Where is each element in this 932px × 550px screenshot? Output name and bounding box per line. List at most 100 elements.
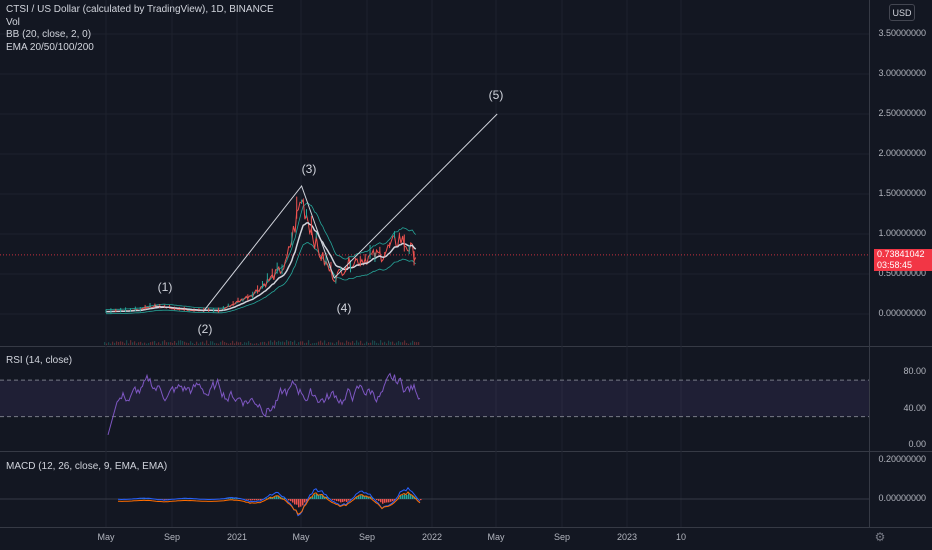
volume-bar bbox=[320, 340, 322, 345]
volume-bar bbox=[318, 341, 320, 345]
gear-icon[interactable]: ⚙ bbox=[874, 530, 886, 544]
macd-histogram-bar bbox=[364, 496, 366, 499]
volume-bar bbox=[212, 341, 214, 345]
volume-bar bbox=[226, 342, 228, 345]
macd-histogram-bar bbox=[322, 494, 324, 499]
volume-bar bbox=[110, 343, 112, 345]
volume-bar bbox=[364, 343, 366, 345]
volume-bar bbox=[112, 341, 114, 345]
volume-bar bbox=[408, 343, 410, 345]
macd-histogram-bar bbox=[302, 499, 304, 506]
volume-bar bbox=[208, 343, 210, 345]
volume-bar bbox=[180, 340, 182, 345]
macd-axis[interactable]: 0.20000000 0.00000000 bbox=[870, 452, 932, 527]
macd-histogram-bar bbox=[230, 498, 232, 499]
volume-bar bbox=[312, 343, 314, 345]
volume-bar bbox=[262, 341, 264, 345]
volume-bar bbox=[332, 342, 334, 345]
volume-bar bbox=[220, 341, 222, 345]
macd-histogram-bar bbox=[378, 499, 380, 501]
rsi-axis[interactable]: 80.00 40.00 0.00 bbox=[870, 347, 932, 451]
macd-histogram-bar bbox=[406, 494, 408, 499]
volume-bar bbox=[228, 343, 230, 345]
last-price-value: 0.73841042 bbox=[877, 249, 925, 259]
macd-histogram-bar bbox=[340, 499, 342, 503]
volume-bar bbox=[410, 342, 412, 345]
volume-bar bbox=[218, 343, 220, 345]
volume-bar bbox=[302, 341, 304, 345]
axis-separator bbox=[869, 0, 870, 527]
volume-bar bbox=[136, 343, 138, 345]
macd-histogram-bar bbox=[258, 499, 260, 500]
rsi-indicator-label[interactable]: RSI (14, close) bbox=[6, 355, 73, 366]
macd-histogram-bar bbox=[164, 499, 166, 500]
volume-bar bbox=[132, 342, 134, 345]
wave-label-1[interactable]: (1) bbox=[157, 280, 173, 294]
time-tick: Sep bbox=[358, 532, 376, 542]
bb-lower-line bbox=[106, 242, 416, 315]
macd-histogram-bar bbox=[392, 499, 394, 502]
volume-bar bbox=[406, 343, 408, 345]
macd-histogram-bar bbox=[376, 499, 378, 501]
volume-bar bbox=[372, 340, 374, 345]
macd-histogram-bar bbox=[336, 499, 338, 502]
volume-bar bbox=[384, 341, 386, 345]
last-price-badge: 0.73841042 03:58:45 bbox=[874, 249, 932, 271]
macd-histogram-bar bbox=[408, 493, 410, 499]
rsi-legend: RSI (14, close) bbox=[6, 355, 72, 368]
wave-label-5[interactable]: (5) bbox=[488, 88, 504, 102]
volume-bar bbox=[230, 343, 232, 345]
volume-bar bbox=[188, 343, 190, 345]
volume-bar bbox=[278, 340, 280, 345]
pane-separator-rsi[interactable] bbox=[0, 346, 932, 347]
macd-histogram-bar bbox=[298, 499, 300, 508]
volume-bar bbox=[198, 343, 200, 345]
macd-legend: MACD (12, 26, close, 9, EMA, EMA) bbox=[6, 461, 167, 474]
currency-button[interactable]: USD bbox=[889, 4, 915, 21]
wave-label-4[interactable]: (4) bbox=[336, 301, 352, 315]
macd-histogram-bar bbox=[362, 495, 364, 499]
macd-histogram-bar bbox=[228, 498, 230, 499]
volume-bar bbox=[236, 341, 238, 345]
macd-histogram-bar bbox=[256, 499, 258, 501]
wave-label-3[interactable]: (3) bbox=[301, 162, 317, 176]
volume-bar bbox=[392, 341, 394, 345]
macd-histogram-bar bbox=[306, 499, 308, 502]
price-axis[interactable]: 3.50000000 3.00000000 2.50000000 2.00000… bbox=[870, 0, 932, 346]
volume-bar bbox=[108, 342, 110, 345]
macd-histogram-bar bbox=[360, 495, 362, 499]
macd-histogram-bar bbox=[334, 499, 336, 501]
vol-indicator-label[interactable]: Vol bbox=[6, 16, 20, 28]
time-tick: May bbox=[97, 532, 115, 542]
ema-indicator-label[interactable]: EMA 20/50/100/200 bbox=[6, 41, 94, 53]
volume-bar bbox=[352, 341, 354, 345]
volume-bar bbox=[316, 342, 318, 345]
macd-histogram-bar bbox=[416, 497, 418, 499]
wave-label-2[interactable]: (2) bbox=[197, 322, 213, 336]
volume-bar bbox=[304, 343, 306, 345]
volume-bar bbox=[286, 340, 288, 345]
volume-bar bbox=[206, 340, 208, 345]
rsi-tick: 40.00 bbox=[903, 403, 926, 413]
volume-bar bbox=[360, 340, 362, 345]
bb-indicator-label[interactable]: BB (20, close, 2, 0) bbox=[6, 29, 92, 40]
macd-signal-line bbox=[117, 491, 421, 515]
macd-histogram-bar bbox=[368, 496, 370, 499]
time-tick: 10 bbox=[675, 532, 687, 542]
symbol-title[interactable]: CTSI / US Dollar (calculated by TradingV… bbox=[6, 4, 274, 15]
volume-bar bbox=[324, 340, 326, 345]
volume-bar bbox=[386, 343, 388, 345]
volume-bar bbox=[244, 342, 246, 345]
macd-indicator-label[interactable]: MACD (12, 26, close, 9, EMA, EMA) bbox=[6, 461, 168, 472]
volume-bar bbox=[390, 341, 392, 345]
volume-bar bbox=[264, 341, 266, 345]
volume-bar bbox=[330, 342, 332, 345]
macd-histogram-bar bbox=[250, 499, 252, 501]
macd-line bbox=[117, 486, 421, 517]
volume-bar bbox=[196, 341, 198, 345]
pane-separator-macd[interactable] bbox=[0, 451, 932, 452]
volume-bar bbox=[148, 343, 150, 345]
volume-bar bbox=[162, 341, 164, 345]
macd-histogram-bar bbox=[252, 499, 254, 501]
